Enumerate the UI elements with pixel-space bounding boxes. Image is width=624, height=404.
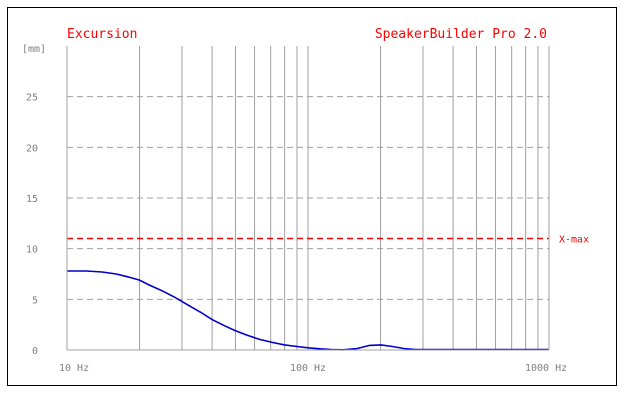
y-tick-label: 10 — [26, 245, 38, 256]
y-tick-label: 20 — [26, 143, 38, 154]
labels: Excursion SpeakerBuilder Pro 2.0 [mm] 0 5… — [22, 27, 567, 374]
y-axis-label: [mm] — [22, 44, 46, 55]
x-tick-label: 100 Hz — [290, 363, 326, 374]
annotations: X-max — [67, 235, 589, 246]
y-tick-label: 25 — [26, 93, 38, 104]
chart-subtitle: SpeakerBuilder Pro 2.0 — [375, 27, 547, 42]
grid — [67, 46, 549, 350]
x-max-label: X-max — [559, 235, 589, 246]
y-tick-label: 0 — [32, 346, 38, 357]
x-tick-label: 10 Hz — [59, 363, 89, 374]
chart-title: Excursion — [67, 27, 137, 42]
y-tick-label: 5 — [32, 295, 38, 306]
plot-border — [66, 46, 550, 351]
y-tick-label: 15 — [26, 194, 38, 205]
x-tick-label: 1000 Hz — [525, 363, 567, 374]
outer-frame — [7, 7, 617, 386]
